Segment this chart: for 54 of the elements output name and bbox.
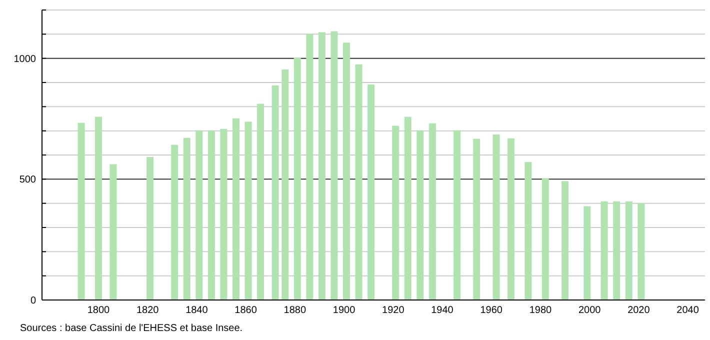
bar	[542, 178, 549, 300]
x-tick-label: 1860	[234, 305, 258, 316]
bar	[171, 144, 178, 300]
bar	[146, 156, 154, 300]
bar	[294, 58, 301, 300]
bar	[392, 126, 400, 300]
x-tick-label: 1800	[87, 305, 110, 316]
bar	[524, 162, 532, 300]
bar	[220, 128, 228, 300]
bar	[638, 203, 645, 300]
bar	[404, 116, 412, 300]
y-tick-label: 1000	[14, 54, 36, 65]
x-tick-label: 1920	[382, 305, 405, 316]
x-tick-label: 1900	[332, 305, 356, 316]
bar	[562, 181, 569, 300]
bar	[453, 130, 460, 300]
bar	[257, 104, 264, 300]
x-tick-label: 1960	[480, 305, 503, 316]
bar	[306, 34, 314, 300]
bar	[584, 206, 591, 300]
bar	[428, 123, 436, 300]
bar	[183, 138, 190, 300]
bar	[318, 32, 326, 300]
y-tick-label: 500	[19, 174, 36, 186]
bar	[600, 201, 608, 300]
bar	[368, 84, 375, 300]
x-tick-label: 1820	[136, 305, 160, 316]
bar	[282, 69, 289, 300]
bar	[473, 138, 480, 300]
bar	[110, 164, 117, 300]
bar	[272, 85, 279, 300]
x-tick-label: 1940	[431, 305, 454, 316]
bar	[208, 130, 215, 300]
bar	[355, 64, 362, 300]
x-tick-label: 1840	[186, 305, 208, 316]
bar	[94, 116, 102, 300]
x-tick-label: 2040	[676, 305, 700, 316]
bar	[196, 130, 203, 300]
bar	[244, 122, 252, 300]
bar	[416, 130, 424, 300]
bar	[508, 138, 515, 300]
x-tick-label: 1980	[529, 305, 552, 316]
source-note: Sources : base Cassini de l'EHESS et base Insee.	[20, 323, 243, 334]
x-tick-label: 2000	[578, 305, 602, 316]
bar	[342, 42, 350, 300]
x-tick-label: 1880	[284, 305, 306, 316]
bar	[78, 122, 85, 300]
bar	[625, 201, 632, 300]
x-tick-label: 2020	[628, 305, 650, 316]
bar	[613, 201, 620, 300]
bar	[492, 134, 500, 300]
y-tick-label: 0	[30, 296, 36, 306]
bar	[232, 118, 240, 300]
bar	[330, 31, 338, 300]
